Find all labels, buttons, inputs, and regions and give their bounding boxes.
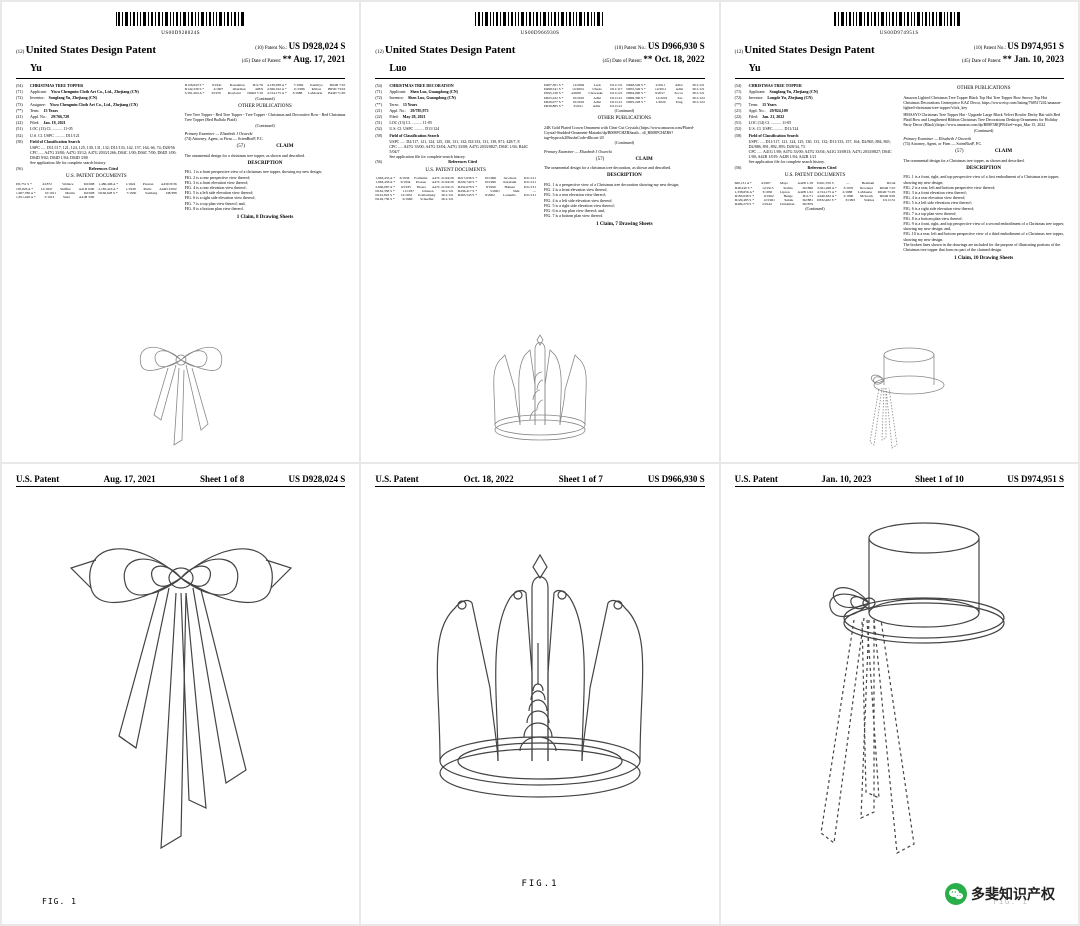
barcode-number: US00D966930S	[375, 31, 704, 36]
reference-row: D126,756 S *9/1960SchaefferD11/121	[375, 197, 453, 201]
barcode-icon	[475, 12, 605, 26]
cover-drawing	[361, 330, 718, 450]
description-line: FIG. 8 is a bottom plan view thereof.	[185, 206, 346, 211]
bow-drawing-large	[16, 493, 345, 873]
references-list: 1,963,453 A *6/1934FormsmaA47C 21/04/281…	[375, 176, 536, 201]
barcode-number: US00D928024S	[16, 31, 345, 36]
barcode: US00D928024S	[16, 12, 345, 36]
cover-drawing	[721, 330, 1078, 450]
description-line: FIG. 10 is a rear, left and bottom persp…	[903, 231, 1064, 241]
patent-cover-1: US00D966930S (12) United States Design P…	[361, 2, 718, 462]
patent-cover-2: US00D974951S (12) United States Design P…	[721, 2, 1078, 462]
references-list: 660,131 A *4/1907MayoA42B 1/18D48,240 S …	[735, 181, 896, 206]
description-line: The broken lines shown in the drawings a…	[903, 242, 1064, 252]
hat-drawing-small	[834, 330, 964, 450]
reference-row: D166,628 S *7/1950SalzbergD8/388	[98, 191, 176, 195]
reference-row: D905,228 S *1/2020TangD11/124	[626, 100, 704, 104]
cover-drawing	[2, 320, 359, 450]
description-line: FIG. 1 is a front, right, and top perspe…	[903, 174, 1064, 184]
patent-number: US D928,024 S	[289, 41, 346, 51]
reference-row: D332,402 S *3/1993StablesD11/131	[817, 198, 895, 202]
wechat-logo-icon	[945, 883, 967, 905]
crown-drawing-small	[475, 330, 605, 450]
title: CHRISTMAS TREE TOPPER	[30, 83, 83, 88]
crown-drawing-large	[375, 493, 704, 873]
right-column: D126,843 S *9/1941RosenmanD11/76D142,239…	[185, 83, 346, 221]
figure-label: FIG.1	[375, 879, 704, 889]
watermark: 多斐知识产权	[938, 880, 1062, 908]
figure-label: FIG. 1	[42, 897, 77, 906]
patent-header: (12) United States Design Patent Yu (10)…	[16, 40, 345, 79]
watermark-text: 多斐知识产权	[971, 884, 1055, 904]
patent-sheet-1: U.S. Patent Oct. 18, 2022 Sheet 1 of 7 U…	[361, 464, 718, 924]
barcode: US00D974951S	[735, 12, 1064, 36]
description-line: FIG. 7 is a bottom plan view thereof.	[544, 213, 705, 218]
patent-date: ** Aug. 17, 2021	[283, 54, 346, 64]
hat-drawing-large	[735, 493, 1064, 873]
bow-drawing-small	[106, 320, 256, 450]
patent-header: (12) United States Design Patent Luo (10…	[375, 40, 704, 79]
country: United States Design Patent	[26, 44, 156, 56]
inventor-surname: Yu	[30, 63, 42, 74]
references-list: D5,751 S *4/1872WallaceD2/608195,826 A *…	[16, 182, 177, 199]
left-column: (54)CHRISTMAS TREE TOPPER (71)Applicant:…	[16, 83, 177, 221]
patent-sheet-0: U.S. Patent Aug. 17, 2021 Sheet 1 of 8 U…	[2, 464, 359, 924]
description-line: FIG. 9 is a front, right, and top perspe…	[903, 221, 1064, 231]
barcode-icon	[116, 12, 246, 26]
patent-sheet-2: U.S. Patent Jan. 10, 2023 Sheet 1 of 10 …	[721, 464, 1078, 924]
patent-cover-0: US00D928024S (12) United States Design P…	[2, 2, 359, 462]
reference-row: D463,543 S *8/2002LonnelloD11/131	[458, 193, 536, 197]
barcode-icon	[834, 12, 964, 26]
barcode: US00D966930S	[375, 12, 704, 36]
reference-row: 1,651,428 A *5/1913StatzA41B 3/00	[16, 195, 94, 199]
description-line: FIG. 1 is a front perspective view of a …	[185, 169, 346, 174]
